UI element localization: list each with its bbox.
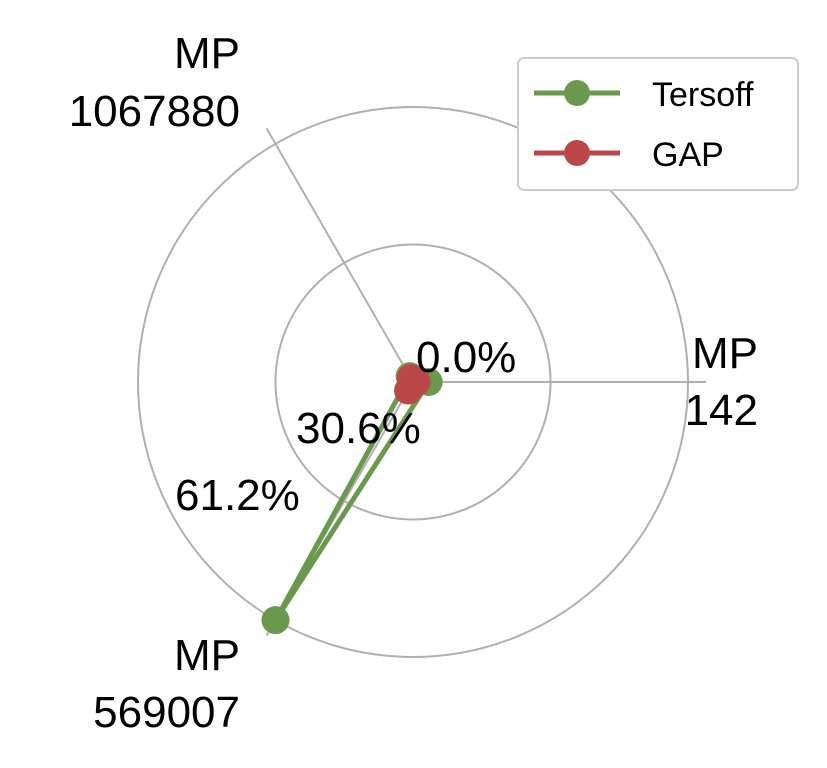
axis-label-1-line1: MP	[174, 29, 240, 78]
radar-series	[261, 362, 443, 635]
legend: Tersoff GAP	[517, 57, 799, 191]
axis-label-2-line2: 569007	[93, 688, 240, 737]
spoke-1	[265, 127, 414, 383]
legend-label-gap: GAP	[652, 136, 724, 174]
axis-label-1-line2: 1067880	[69, 87, 240, 136]
data-point-tersoff-2	[261, 606, 290, 635]
data-point-gap-2	[394, 376, 423, 405]
legend-marker-tersoff	[564, 80, 590, 106]
axis-label-2-line1: MP	[174, 631, 240, 680]
radar-labels: MP 142 MP 1067880 MP 569007 0.0% 30.6% 61.2%	[69, 29, 758, 737]
legend-label-tersoff: Tersoff	[652, 76, 754, 114]
axis-label-0-line1: MP	[692, 329, 758, 378]
legend-marker-gap	[564, 140, 590, 166]
radial-tick-label-2: 61.2%	[175, 471, 300, 520]
radial-tick-label-0: 0.0%	[416, 333, 516, 382]
radial-tick-label-1: 30.6%	[296, 404, 421, 453]
axis-label-0-line2: 142	[685, 386, 758, 435]
